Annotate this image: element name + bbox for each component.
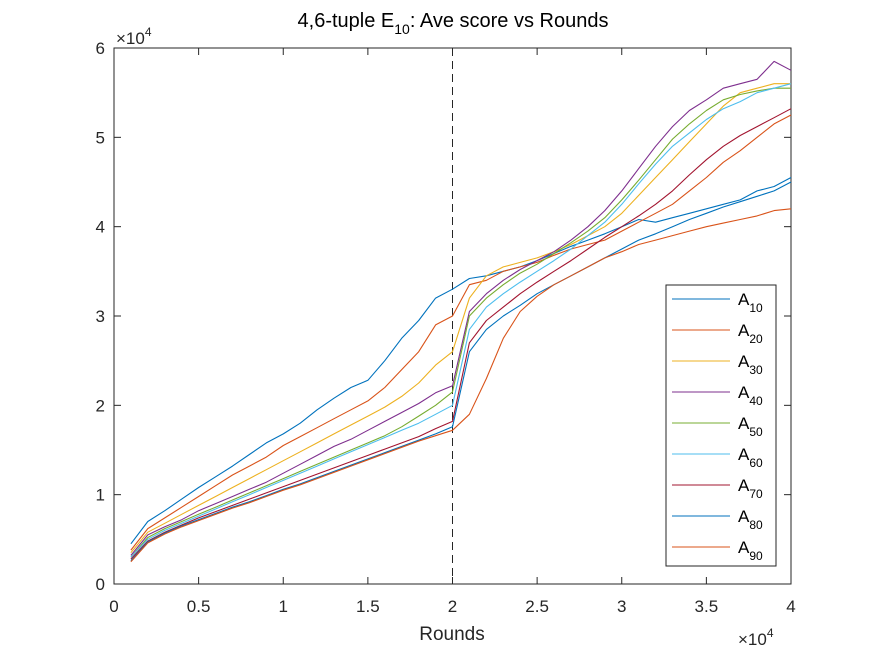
x-tick-label: 3 (617, 597, 626, 616)
series-line-a30 (130, 83, 791, 554)
series-line-a70 (130, 108, 792, 560)
series-line-a60 (130, 83, 792, 558)
legend-label-a60: A60 (738, 445, 763, 470)
y-tick-label: 2 (96, 396, 105, 415)
x-tick-label: 2 (448, 597, 457, 616)
legend-box (665, 284, 777, 567)
legend-label-a30: A30 (738, 352, 763, 377)
x-axis-label: Rounds (419, 624, 485, 645)
legend-label-a80: A80 (738, 507, 763, 532)
series-line-a10 (130, 177, 792, 545)
x-axis: 0 0.5 1 1.5 2 2.5 3 3.5 4 (109, 48, 796, 616)
x-tick-label: 3.5 (695, 597, 719, 616)
y-tick-label: 1 (96, 486, 105, 505)
series-line-a80 (130, 181, 792, 562)
legend-label-a20: A20 (738, 321, 763, 346)
legend: A10 A20 A30 A40 A50 A60 A70 A80 A90 (665, 284, 777, 567)
legend-label-a50: A50 (738, 414, 763, 439)
legend-label-a40: A40 (738, 383, 763, 408)
y-tick-label: 5 (96, 128, 105, 147)
x-tick-label: 0 (109, 597, 118, 616)
x-tick-label: 1 (279, 597, 288, 616)
x-axis-exponent: ×104 (738, 626, 774, 649)
legend-label-a70: A70 (738, 476, 763, 501)
y-tick-label: 6 (96, 39, 105, 58)
series-lines (130, 60, 792, 563)
chart-title: 4,6-tuple E10: Ave score vs Rounds (298, 10, 609, 37)
y-tick-label: 3 (96, 307, 105, 326)
series-line-a90 (130, 208, 792, 563)
y-tick-label: 4 (96, 218, 105, 237)
x-tick-label: 2.5 (525, 597, 549, 616)
y-axis-exponent: ×104 (116, 25, 152, 48)
x-tick-label: 1.5 (356, 597, 380, 616)
y-tick-label: 0 (96, 575, 105, 594)
series-line-a40 (130, 60, 792, 556)
x-tick-label: 0.5 (187, 597, 211, 616)
series-line-a50 (130, 87, 791, 558)
y-axis: 0 1 2 3 4 5 6 (96, 39, 791, 594)
legend-label-a90: A90 (738, 538, 763, 563)
series-line-a20 (130, 114, 792, 551)
legend-label-a10: A10 (738, 290, 763, 315)
x-tick-label: 4 (786, 597, 795, 616)
